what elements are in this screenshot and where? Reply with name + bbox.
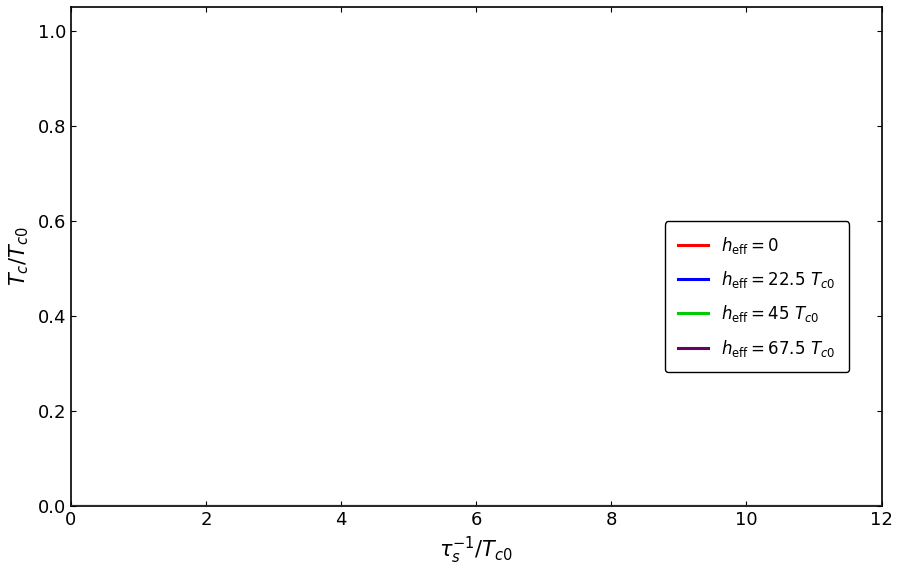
X-axis label: $\tau_s^{-1}/T_{c0}$: $\tau_s^{-1}/T_{c0}$: [439, 535, 513, 566]
Y-axis label: $T_c/T_{c0}$: $T_c/T_{c0}$: [7, 227, 31, 286]
Legend: $h_{\mathrm{eff}} = 0$, $h_{\mathrm{eff}} = 22.5\ T_{c0}$, $h_{\mathrm{eff}} = 4: $h_{\mathrm{eff}} = 0$, $h_{\mathrm{eff}…: [664, 221, 849, 372]
